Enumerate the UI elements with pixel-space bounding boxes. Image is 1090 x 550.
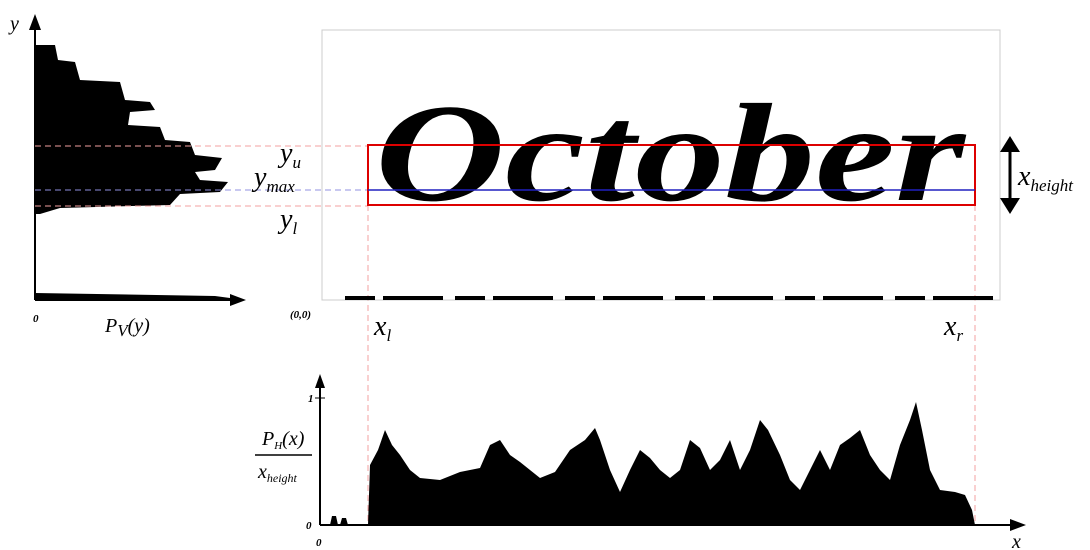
axis-label: PV(y) xyxy=(104,315,150,340)
arrow xyxy=(1010,519,1026,531)
label-part: u xyxy=(292,153,301,172)
arrow xyxy=(315,374,325,388)
arrow xyxy=(29,14,41,30)
label-part: (y) xyxy=(128,315,151,337)
label-part: x xyxy=(1017,161,1031,192)
label-part: max xyxy=(266,177,295,196)
tick-label: 0 xyxy=(306,520,312,532)
horizontal-projection xyxy=(330,402,975,525)
fraction-numerator: PH(x) xyxy=(261,428,305,452)
axis-label: x xyxy=(1011,531,1021,550)
fraction-denominator: xheight xyxy=(257,461,298,485)
label-part: height xyxy=(1030,176,1074,195)
figure: y 0 PV(y) October (0,0) yu ymax yl xheig… xyxy=(0,0,1090,550)
label: yl xyxy=(277,204,297,238)
label: xl xyxy=(373,311,391,345)
label-part: (x) xyxy=(282,428,305,450)
label-part: x xyxy=(373,311,387,342)
label-part: y xyxy=(277,138,293,169)
label-part: x xyxy=(943,311,957,342)
tick-label: 0 xyxy=(33,313,39,325)
label-part: r xyxy=(956,326,963,345)
label-part: P xyxy=(261,428,274,450)
label-part: y xyxy=(251,162,267,193)
origin-label: (0,0) xyxy=(290,309,311,321)
tick-label: 1 xyxy=(308,393,314,405)
handwriting: October xyxy=(375,76,967,231)
label-part: y xyxy=(277,204,293,235)
axis-label: y xyxy=(8,13,19,35)
label: xr xyxy=(943,311,963,345)
label: yu xyxy=(277,138,301,172)
vertical-projection xyxy=(35,45,245,300)
label-part: height xyxy=(267,471,298,485)
tick-label: 0 xyxy=(316,537,322,549)
label-part: l xyxy=(292,219,297,238)
label-part: P xyxy=(104,315,117,337)
arrow xyxy=(230,294,246,306)
label-part: l xyxy=(386,326,391,345)
label: xheight xyxy=(1017,161,1074,195)
label-part: x xyxy=(257,461,267,483)
